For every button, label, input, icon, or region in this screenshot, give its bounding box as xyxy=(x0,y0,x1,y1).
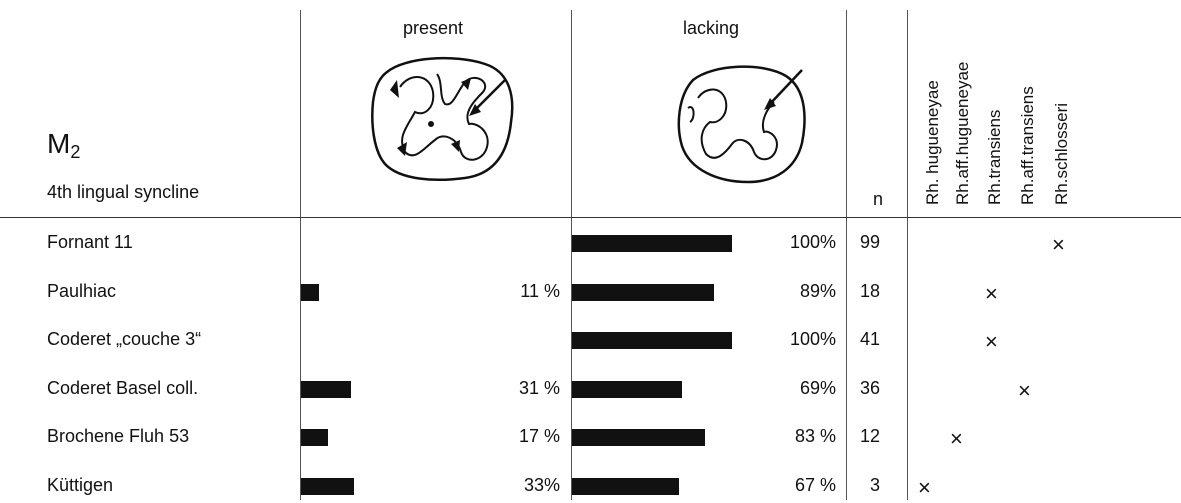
bar-lacking xyxy=(572,429,705,446)
species-header-3: Rh.aff.transiens xyxy=(1018,86,1037,205)
header-divider xyxy=(0,217,1181,218)
bar-lacking xyxy=(572,332,732,349)
species-header-4: Rh.schlosseri xyxy=(1052,102,1071,205)
row-label: Küttigen xyxy=(47,474,114,495)
row-label: Brochene Fluh 53 xyxy=(47,426,190,446)
row-label: Paulhiac xyxy=(47,280,117,301)
bar-present xyxy=(301,477,354,495)
bar-present xyxy=(301,380,351,398)
lacking-percent-label: 69% xyxy=(799,377,836,398)
divider-present-lacking xyxy=(571,10,572,500)
tooth-present-illustration xyxy=(371,56,514,182)
species-header-1: Rh.aff.hugueneyae xyxy=(953,61,972,205)
species-mark: × xyxy=(918,474,931,500)
bar-lacking xyxy=(572,283,715,301)
species-mark: × xyxy=(1018,377,1031,403)
species-mark: × xyxy=(985,329,998,354)
divider-lacking-n xyxy=(846,10,847,500)
n-value: 36 xyxy=(859,377,880,398)
divider-n-species xyxy=(907,10,908,500)
bar-present xyxy=(301,429,329,446)
lacking-percent-label: 83 % xyxy=(794,426,836,446)
tooth-lacking-illustration xyxy=(677,65,806,184)
row-label: Coderet Basel coll. xyxy=(47,377,199,398)
column-header-lacking: lacking xyxy=(683,18,740,38)
n-value: 12 xyxy=(859,426,880,446)
species-mark: × xyxy=(1052,232,1065,257)
species-header-0: Rh. hugueneyae xyxy=(923,80,942,205)
n-value: 99 xyxy=(859,232,880,252)
divider-label-present xyxy=(300,10,301,500)
lacking-percent-label: 67 % xyxy=(794,474,836,495)
column-header-n: n xyxy=(873,189,884,209)
bar-lacking xyxy=(572,477,680,495)
bar-lacking xyxy=(572,235,732,252)
bar-present xyxy=(301,283,319,301)
lacking-percent-label: 100% xyxy=(789,329,836,349)
bar-lacking xyxy=(572,380,683,398)
lacking-percent-label: 100% xyxy=(789,232,836,252)
present-percent-label: 31 % xyxy=(518,377,560,398)
chart-title: M2 xyxy=(47,128,81,162)
n-value: 41 xyxy=(859,329,880,349)
present-percent-label: 11 % xyxy=(520,280,560,301)
present-percent-label: 17 % xyxy=(518,426,560,446)
species-mark: × xyxy=(985,280,998,306)
lacking-percent-label: 89% xyxy=(799,280,836,301)
n-value: 3 xyxy=(869,474,880,495)
species-header-2: Rh.transiens xyxy=(985,109,1004,205)
species-mark: × xyxy=(950,426,963,451)
present-percent-label: 33% xyxy=(523,474,560,495)
chart-subtitle: 4th lingual syncline xyxy=(47,182,200,202)
row-label: Coderet „couche 3“ xyxy=(47,329,202,349)
column-header-present: present xyxy=(403,18,464,38)
row-label: Fornant 11 xyxy=(47,232,133,252)
n-value: 18 xyxy=(859,280,880,301)
